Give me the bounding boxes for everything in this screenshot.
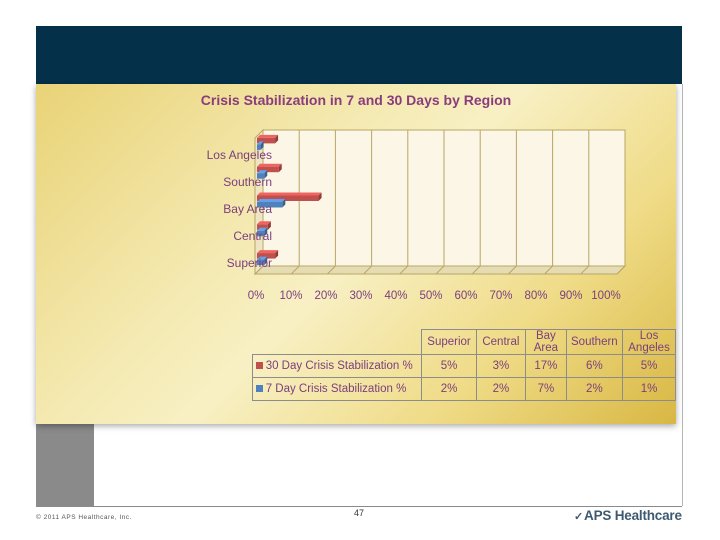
x-tick-label: 20% — [314, 290, 338, 302]
x-tick-label: 10% — [279, 290, 303, 302]
x-tick-label: 80% — [524, 290, 548, 302]
gridline-floor — [327, 265, 336, 275]
gridline-floor — [471, 265, 481, 275]
category-label-central: Central — [233, 229, 272, 243]
bar — [257, 253, 276, 259]
series-name-30-day: 30 Day Crisis Stabilization % — [251, 354, 423, 378]
x-tick-label: 30% — [349, 290, 373, 302]
bar — [257, 224, 268, 230]
bar — [257, 195, 319, 201]
category-label-bay-area: Bay Area — [223, 202, 272, 216]
bar-top — [257, 192, 322, 196]
bar-series — [257, 134, 322, 266]
page-number: 47 — [354, 508, 365, 518]
legend-key-7-day — [255, 385, 263, 393]
chart-plot — [253, 128, 627, 276]
series-name-label: 7 Day Crisis Stabilization % — [265, 383, 407, 395]
table-value-cell: 7% — [525, 377, 567, 401]
table-header-cell: Los Angeles — [622, 329, 676, 355]
gridlines — [290, 130, 626, 275]
x-tick-label: 100% — [591, 290, 621, 302]
bar-side — [264, 227, 268, 237]
table-value-cell: 2% — [475, 377, 527, 401]
x-tick-label: 50% — [419, 290, 443, 302]
table-header-cell: Southern — [565, 329, 624, 355]
data-table-header-row: Superior Central Bay Area Southern Los A… — [250, 329, 676, 355]
x-tick-label: 90% — [559, 290, 583, 302]
bar-top — [257, 256, 268, 260]
plot-back-wall — [253, 128, 627, 276]
table-value-cell: 3% — [475, 354, 527, 378]
category-label-southern: Southern — [223, 175, 272, 189]
table-value-cell: 1% — [622, 377, 676, 401]
bar — [257, 137, 276, 144]
bar — [257, 202, 283, 208]
bar-top — [257, 250, 279, 254]
logo-text: APS Healthcare — [584, 508, 682, 523]
x-tick-label: 70% — [489, 290, 513, 302]
bar — [257, 230, 265, 237]
gridline-floor — [290, 265, 300, 275]
table-value-cell: 5% — [622, 354, 676, 378]
bar-side — [264, 256, 268, 266]
legend-key-30-day — [255, 362, 263, 370]
bar — [257, 173, 265, 179]
bar-side — [264, 170, 268, 179]
x-tick-label: 60% — [454, 290, 478, 302]
gridline-floor — [435, 265, 445, 275]
bar-side — [278, 163, 282, 173]
footer-copyright: © 2011 APS Healthcare, Inc. — [36, 514, 132, 521]
right-border — [682, 84, 683, 506]
bar — [257, 144, 261, 150]
category-label-superior: Superior — [226, 256, 272, 270]
bar-top — [257, 227, 268, 231]
series-name-7-day: 7 Day Crisis Stabilization % — [251, 377, 423, 401]
table-value-cell: 6% — [565, 354, 624, 378]
bar-side — [260, 141, 264, 150]
chart-title: Crisis Stabilization in 7 and 30 Days by… — [200, 92, 512, 108]
bar-side — [275, 250, 279, 259]
gridline-floor — [544, 265, 553, 275]
logo-swoosh-icon: ✓ — [574, 511, 584, 523]
bar-side — [318, 192, 322, 201]
bar-top — [257, 170, 268, 174]
gridline-floor — [616, 265, 626, 275]
gridline-floor — [508, 265, 517, 275]
chart-panel: Crisis Stabilization in 7 and 30 Days by… — [36, 84, 676, 424]
bar-top — [257, 221, 271, 225]
series-name-label: 30 Day Crisis Stabilization % — [265, 360, 413, 372]
table-header-cell: Superior — [421, 329, 477, 355]
bar-side — [275, 134, 279, 144]
table-header-cell: Bay Area — [525, 329, 567, 355]
bar-top — [257, 141, 264, 145]
x-tick-label: 40% — [384, 290, 408, 302]
bar-top — [257, 199, 286, 202]
table-value-cell: 2% — [421, 377, 477, 401]
table-value-cell: 17% — [525, 354, 567, 378]
gridline-floor — [399, 265, 409, 275]
bar-top — [257, 163, 282, 167]
table-header-cell: Central — [475, 329, 527, 355]
bar-side — [267, 221, 271, 230]
bar — [257, 259, 265, 266]
company-logo: ✓APS Healthcare — [574, 508, 682, 523]
gridline-floor — [363, 265, 372, 275]
data-table-row-7-day: 7 Day Crisis Stabilization % 2% 2% 7% 2%… — [250, 377, 676, 401]
bottom-border — [36, 506, 682, 507]
gridline-floor — [580, 265, 590, 275]
data-table: Superior Central Bay Area Southern Los A… — [250, 329, 676, 401]
header-bar — [36, 26, 682, 84]
category-label-los-angeles: Los Angeles — [206, 148, 272, 162]
bar-side — [282, 199, 286, 208]
x-tick-label: 0% — [247, 290, 265, 302]
data-table-row-30-day: 30 Day Crisis Stabilization % 5% 3% 17% … — [250, 354, 676, 378]
table-value-cell: 2% — [565, 377, 624, 401]
bar-top — [257, 134, 279, 138]
bar — [257, 166, 279, 173]
table-value-cell: 5% — [421, 354, 477, 378]
